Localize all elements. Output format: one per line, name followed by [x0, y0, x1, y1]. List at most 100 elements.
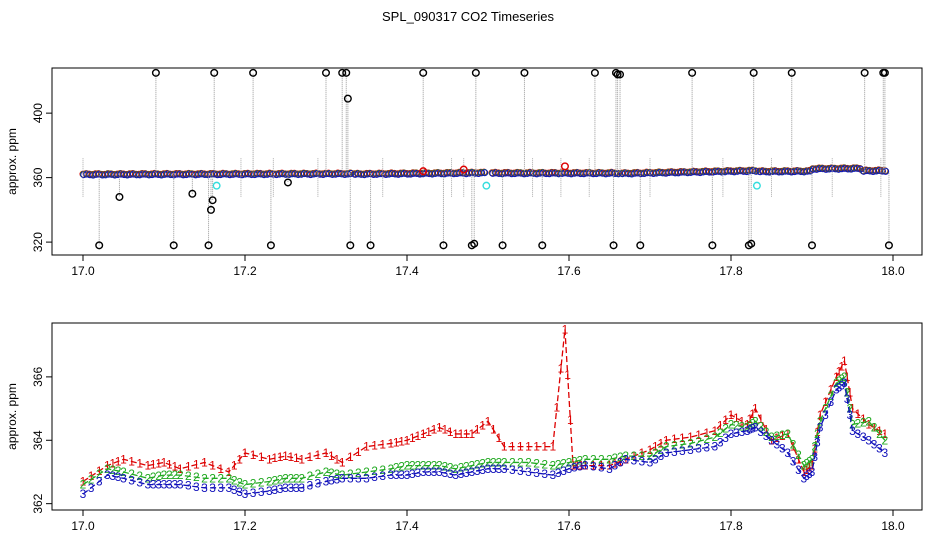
series-marker: 2	[217, 471, 224, 485]
series-marker: 2	[404, 459, 411, 473]
series-marker: 3	[355, 471, 362, 485]
series-marker: 3	[177, 478, 184, 492]
series-line	[82, 329, 886, 483]
series-marker: 2	[598, 452, 605, 466]
data-point	[616, 70, 625, 79]
series-marker: 1	[136, 457, 143, 471]
series-marker: 1	[844, 370, 851, 384]
series-marker: 1	[838, 359, 845, 373]
series-marker: 1	[250, 448, 257, 462]
series-marker: 1	[814, 425, 821, 439]
series-marker: 3	[841, 376, 848, 390]
data-point	[95, 241, 104, 250]
data-point	[636, 241, 645, 250]
data-point	[439, 241, 448, 250]
x-tick-label: 17.4	[395, 264, 419, 278]
series-marker: 1	[409, 431, 416, 445]
series-marker: 3	[217, 481, 224, 495]
series-marker: 2	[271, 473, 278, 487]
data-point	[538, 241, 547, 250]
series-marker: 1	[414, 429, 421, 443]
data-point	[206, 205, 215, 214]
series-marker: 1	[703, 426, 710, 440]
series-marker: 3	[598, 461, 605, 475]
series-marker: 2	[201, 471, 208, 485]
series-marker: 1	[562, 322, 569, 336]
data-point	[346, 241, 355, 250]
series-marker: 1	[161, 455, 168, 469]
series-marker: 3	[814, 435, 821, 449]
series-marker: 2	[822, 402, 829, 416]
series-marker: 3	[822, 408, 829, 422]
series-marker: 1	[479, 418, 486, 432]
series-marker: 3	[339, 471, 346, 485]
series-marker: 3	[398, 468, 405, 482]
y-tick-label: 364	[31, 430, 45, 450]
baseline-series	[79, 164, 890, 179]
series-marker: 3	[828, 395, 835, 409]
series-marker: 1	[590, 459, 597, 473]
series-marker: 2	[630, 449, 637, 463]
series-marker: 2	[865, 414, 872, 428]
data-point	[210, 68, 219, 77]
series-marker: 2	[339, 468, 346, 482]
series-marker: 3	[744, 424, 751, 438]
series-marker: 2	[128, 467, 135, 481]
series-marker: 3	[266, 484, 273, 498]
series-marker: 2	[155, 469, 162, 483]
series-marker: 3	[404, 468, 411, 482]
series-marker: 1	[420, 427, 427, 441]
series-marker: 1	[217, 462, 224, 476]
data-point	[459, 165, 468, 174]
series-marker: 2	[517, 455, 524, 469]
series-marker: 3	[809, 465, 816, 479]
series-marker: 2	[509, 455, 516, 469]
series-cyan	[212, 181, 761, 190]
series-marker: 1	[355, 445, 362, 459]
series-marker: 3	[838, 378, 845, 392]
series-marker: 1	[495, 431, 502, 445]
series-marker: 3	[717, 435, 724, 449]
series-marker: 3	[258, 485, 265, 499]
series-marker: 2	[757, 420, 764, 434]
series-marker: 2	[441, 460, 448, 474]
series-marker: 1	[822, 395, 829, 409]
series-marker: 2	[711, 430, 718, 444]
series-marker: 3	[298, 481, 305, 495]
series-marker: 2	[849, 417, 856, 431]
series-line	[82, 382, 886, 495]
series-marker: 3	[393, 468, 400, 482]
series-marker: 2	[468, 459, 475, 473]
series-marker: 3	[209, 481, 216, 495]
series-marker: 2	[393, 461, 400, 475]
series-marker: 1	[733, 411, 740, 425]
series-marker: 2	[501, 455, 508, 469]
data-point	[749, 68, 758, 77]
series-marker: 2	[409, 459, 416, 473]
series-marker: 2	[566, 455, 573, 469]
data-point	[611, 68, 620, 77]
spike-lines	[82, 72, 890, 246]
data-point	[419, 167, 428, 176]
data-point	[366, 241, 375, 250]
x-tick-label: 17.0	[71, 264, 95, 278]
series-marker: 3	[436, 465, 443, 479]
series-marker: 1	[828, 383, 835, 397]
series-marker: 1	[96, 464, 103, 478]
data-point	[169, 241, 178, 250]
series-marker: 3	[590, 460, 597, 474]
series-marker: 3	[738, 425, 745, 439]
series-marker: 3	[468, 465, 475, 479]
series-marker: 2	[231, 473, 238, 487]
series-marker: 1	[315, 448, 322, 462]
series-marker: 1	[115, 454, 122, 468]
series-marker: 1	[236, 452, 243, 466]
series-marker: 3	[242, 487, 249, 501]
series-marker: 1	[763, 423, 770, 437]
series-marker: 3	[803, 469, 810, 483]
series-marker: 3	[293, 481, 300, 495]
x-tick-label: 17.8	[719, 264, 743, 278]
data-point	[249, 68, 258, 77]
series-marker: 2	[88, 472, 95, 486]
series-marker: 2	[420, 459, 427, 473]
